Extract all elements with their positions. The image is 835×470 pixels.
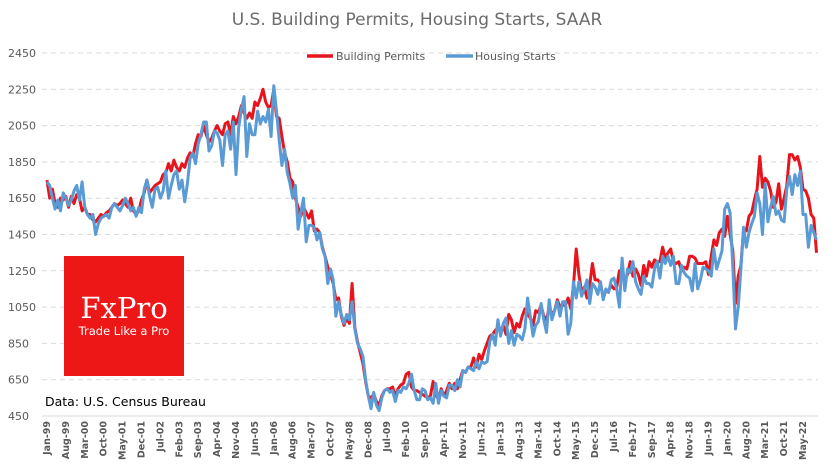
x-tick-label: Mar-14 [533,421,544,459]
x-tick-label: Jan-99 [42,421,53,456]
x-tick-label: Jan-13 [496,421,507,456]
x-tick-label: Dec-01 [137,421,148,458]
logo-tagline: Trade Like a Pro [78,324,170,338]
x-axis: Jan-99 Aug-99 Mar-00 Oct-00 May-01 Dec-01 Jul-… [42,421,809,460]
x-tick-label: Apr-18 [666,421,677,457]
x-tick-label: Jul-02 [155,421,166,453]
x-tick-label: Jun-19 [704,421,715,456]
x-tick-label: Aug-20 [741,421,752,459]
legend-label-housing-starts: Housing Starts [475,50,556,63]
x-tick-label: Feb-03 [174,421,185,458]
y-tick-label: 1650 [8,192,36,205]
x-tick-label: Mar-00 [80,421,91,459]
fxpro-logo: FxPro Trade Like a Pro [64,256,184,376]
x-tick-label: Jun-05 [250,421,261,456]
y-tick-label: 2450 [8,47,36,60]
y-tick-label: 2050 [8,120,36,133]
x-tick-label: Mar-21 [760,421,771,459]
logo-background [64,256,184,376]
y-tick-label: 2250 [8,83,36,96]
x-tick-label: Oct-07 [326,421,337,456]
x-tick-label: Apr-04 [212,421,223,457]
x-tick-label: Jun-12 [477,421,488,456]
x-tick-label: Oct-21 [779,421,790,456]
x-tick-label: Oct-14 [552,421,563,457]
y-tick-label: 850 [8,337,29,350]
y-axis: 450 650 850 1050 1250 1450 1650 1850 2050 2250 245… [8,47,36,423]
x-tick-label: Jan-20 [722,421,733,456]
y-tick-label: 1850 [8,156,36,169]
x-tick-label: May-08 [344,421,355,460]
y-tick-label: 450 [8,410,29,423]
data-source-note: Data: U.S. Census Bureau [45,394,206,409]
x-tick-label: Jan-06 [269,421,280,456]
x-tick-label: Sep-03 [193,421,204,458]
x-tick-label: Jul-09 [382,421,393,453]
y-tick-label: 650 [8,374,29,387]
logo-name: FxPro [80,291,167,325]
x-tick-label: Nov-18 [685,421,696,459]
x-tick-label: Feb-17 [628,421,639,458]
series-line-building-permits [45,87,818,407]
x-tick-label: Aug-99 [61,421,72,459]
x-tick-label: Aug-13 [515,421,526,459]
x-tick-label: Oct-00 [99,421,110,457]
x-tick-label: Nov-11 [458,421,469,459]
x-tick-label: Sep-17 [647,421,658,458]
x-tick-label: Jul-16 [609,421,620,453]
series-line-housing-starts [45,84,818,413]
x-tick-label: May-01 [118,421,129,460]
x-tick-label: Apr-11 [439,421,450,457]
legend: Building Permits Housing Starts [307,50,556,63]
series-lines [45,84,818,413]
x-tick-label: Feb-10 [401,421,412,458]
y-tick-label: 1250 [8,265,36,278]
y-tick-label: 1050 [8,301,36,314]
legend-label-building-permits: Building Permits [336,50,426,63]
x-tick-label: May-15 [571,421,582,460]
x-tick-label: Dec-08 [363,421,374,459]
chart-title: U.S. Building Permits, Housing Starts, S… [232,10,603,30]
x-tick-label: May-22 [798,421,809,460]
x-tick-label: Aug-06 [288,421,299,459]
x-tick-label: Sep-10 [420,421,431,459]
x-tick-label: Dec-15 [590,421,601,458]
y-tick-label: 1450 [8,229,36,242]
x-tick-label: Nov-04 [231,421,242,459]
x-tick-label: Mar-07 [307,421,318,459]
